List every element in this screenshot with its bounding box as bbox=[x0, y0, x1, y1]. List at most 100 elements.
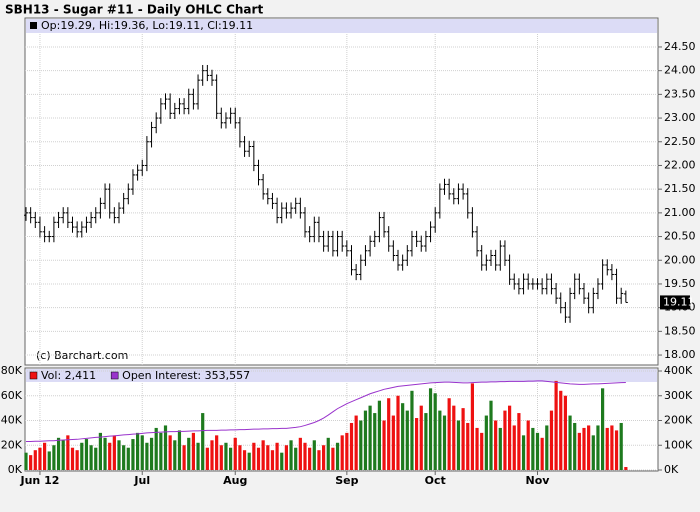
volume-bar bbox=[405, 410, 409, 470]
y-tick-label: 23.00 bbox=[664, 111, 696, 124]
volume-bar bbox=[373, 413, 377, 470]
volume-bar bbox=[340, 435, 344, 470]
volume-bar bbox=[614, 430, 619, 470]
volume-bar bbox=[391, 415, 395, 470]
info-text: Op:19.29, Hi:19.36, Lo:19.11, Cl:19.11 bbox=[41, 19, 253, 32]
volume-bar bbox=[33, 450, 37, 470]
volume-bar bbox=[159, 432, 163, 470]
volume-bar bbox=[154, 427, 158, 470]
volume-bar bbox=[298, 437, 302, 470]
volume-bar bbox=[168, 435, 172, 470]
volume-bar bbox=[173, 440, 177, 470]
volume-bar bbox=[75, 450, 79, 470]
volume-bar bbox=[52, 445, 56, 470]
volume-bar bbox=[256, 447, 261, 470]
y2-tick-label: 0K bbox=[664, 463, 679, 476]
volume-bar bbox=[489, 400, 493, 470]
volume-bar bbox=[303, 442, 307, 470]
watermark: (c) Barchart.com bbox=[36, 349, 128, 362]
volume-bar bbox=[559, 390, 563, 470]
volume-bar bbox=[601, 388, 605, 470]
y2-tick-label: 200K bbox=[664, 414, 693, 427]
volume-bar bbox=[247, 452, 251, 470]
volume-bar bbox=[43, 442, 47, 470]
volume-bar bbox=[461, 408, 465, 470]
x-tick-label: Jul bbox=[133, 474, 150, 487]
volume-bar bbox=[308, 447, 312, 470]
volume-bar bbox=[56, 437, 61, 470]
volume-bar bbox=[275, 442, 279, 470]
volume-bar bbox=[424, 413, 428, 470]
volume-bar bbox=[545, 425, 549, 470]
y-tick-label: 24.50 bbox=[664, 40, 696, 53]
volume-bar bbox=[335, 442, 340, 470]
legend-swatch bbox=[29, 371, 38, 380]
volume-bar bbox=[126, 447, 130, 470]
volume-bar bbox=[624, 467, 628, 470]
volume-bar bbox=[419, 405, 423, 470]
volume-bar bbox=[456, 420, 461, 470]
volume-bar bbox=[145, 442, 149, 470]
volume-bar bbox=[619, 422, 623, 470]
volume-bar bbox=[122, 445, 126, 470]
volume-bar bbox=[466, 422, 470, 470]
volume-bar bbox=[591, 435, 595, 470]
volume-bar bbox=[470, 383, 474, 470]
y-tick-label: 18.00 bbox=[664, 348, 696, 361]
volume-bar bbox=[187, 437, 191, 470]
volume-bar bbox=[494, 420, 498, 470]
volume-bar bbox=[47, 451, 51, 470]
y-tick-label: 19.50 bbox=[664, 277, 696, 290]
volume-bar bbox=[131, 439, 135, 470]
volume-bar bbox=[387, 398, 391, 470]
volume-bar bbox=[38, 447, 42, 470]
volume-bar bbox=[554, 380, 558, 470]
chart-title: SBH13 - Sugar #11 - Daily OHLC Chart bbox=[5, 3, 263, 17]
volume-bar bbox=[196, 442, 200, 470]
volume-bar bbox=[377, 400, 381, 470]
volume-bar bbox=[233, 437, 237, 470]
volume-bar bbox=[242, 450, 247, 470]
volume-bar bbox=[70, 447, 75, 470]
volume-bar bbox=[573, 422, 577, 470]
volume-bar bbox=[484, 415, 488, 470]
volume-bar bbox=[201, 413, 205, 470]
volume-bar bbox=[582, 427, 586, 470]
volume-bar bbox=[24, 452, 28, 470]
volume-bar bbox=[401, 403, 405, 470]
y-tick-label: 22.00 bbox=[664, 158, 696, 171]
volume-bar bbox=[182, 445, 186, 470]
volume-bar bbox=[205, 447, 209, 470]
volume-bar bbox=[112, 435, 116, 470]
last-price-tag bbox=[660, 295, 690, 310]
volume-bar bbox=[94, 447, 98, 470]
volume-bar bbox=[224, 442, 228, 470]
volume-bar bbox=[359, 420, 363, 470]
volume-bar bbox=[103, 437, 107, 470]
volume-bar bbox=[508, 405, 512, 470]
y-tick-label: 21.50 bbox=[664, 182, 696, 195]
volume-bar bbox=[605, 427, 609, 470]
volume-bar bbox=[512, 425, 516, 470]
volume-bar bbox=[294, 447, 298, 470]
volume-bar bbox=[89, 445, 93, 470]
price-panel bbox=[24, 17, 659, 366]
volume-bar bbox=[410, 390, 414, 470]
volume-bar bbox=[368, 405, 372, 470]
volume-bar bbox=[108, 442, 112, 470]
x-tick-label: Oct bbox=[425, 474, 446, 487]
volume-bar bbox=[140, 435, 144, 470]
y-tick-label: 21.00 bbox=[664, 206, 696, 219]
legend-label: Open Interest: 353,557 bbox=[122, 369, 250, 382]
volume-bar bbox=[442, 415, 447, 470]
volume-bar bbox=[475, 427, 479, 470]
volume-bar bbox=[312, 440, 316, 470]
volume-bar bbox=[438, 410, 442, 470]
volume-bar bbox=[136, 432, 140, 470]
y-tick-label: 20.50 bbox=[664, 230, 696, 243]
x-tick-label: Nov bbox=[526, 474, 551, 487]
volume-bar bbox=[163, 425, 168, 470]
volume-bar bbox=[535, 432, 540, 470]
y-tick-label: 23.50 bbox=[664, 87, 696, 100]
volume-bar bbox=[531, 427, 535, 470]
